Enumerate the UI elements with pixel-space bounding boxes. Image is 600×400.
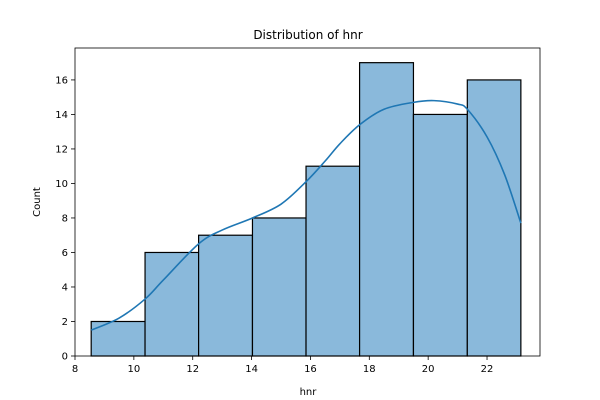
y-tick-label: 4: [62, 282, 68, 293]
x-tick-label: 18: [363, 364, 376, 375]
kde-curve: [90, 99, 522, 331]
y-tick-label: 8: [62, 213, 68, 224]
plot-frame: [74, 47, 541, 357]
y-tick-label: 2: [62, 317, 68, 328]
x-axis-label: hnr: [300, 387, 318, 398]
x-tick-label: 10: [127, 364, 140, 375]
histogram-bar-5: [358, 62, 415, 357]
y-tick-label: 6: [62, 248, 68, 259]
x-tick-label: 8: [72, 364, 78, 375]
y-tick-label: 0: [62, 352, 68, 363]
y-tick-label: 12: [55, 144, 68, 155]
x-tick-label: 12: [186, 364, 199, 375]
bars-layer: [90, 62, 522, 357]
x-axis-ticks: 8 10 12 14 16 18 20 22: [72, 356, 494, 375]
y-tick-label: 10: [55, 179, 68, 190]
histogram-bar-7: [466, 79, 522, 357]
y-axis-ticks: 0 2 4 6 8 10 12 14 16: [55, 75, 75, 363]
histogram-bar-4: [305, 165, 361, 357]
x-tick-label: 22: [481, 364, 494, 375]
histogram-bar-1: [144, 251, 200, 357]
x-tick-label: 20: [422, 364, 435, 375]
histogram-bar-2: [198, 234, 254, 357]
chart-title: Distribution of hnr: [253, 28, 362, 42]
x-tick-label: 16: [304, 364, 317, 375]
y-tick-label: 16: [55, 75, 68, 86]
y-axis-label: Count: [32, 187, 43, 217]
x-tick-label: 14: [245, 364, 258, 375]
histogram-bar-6: [412, 113, 468, 357]
y-tick-label: 14: [55, 110, 68, 121]
histogram-bar-3: [251, 217, 307, 357]
